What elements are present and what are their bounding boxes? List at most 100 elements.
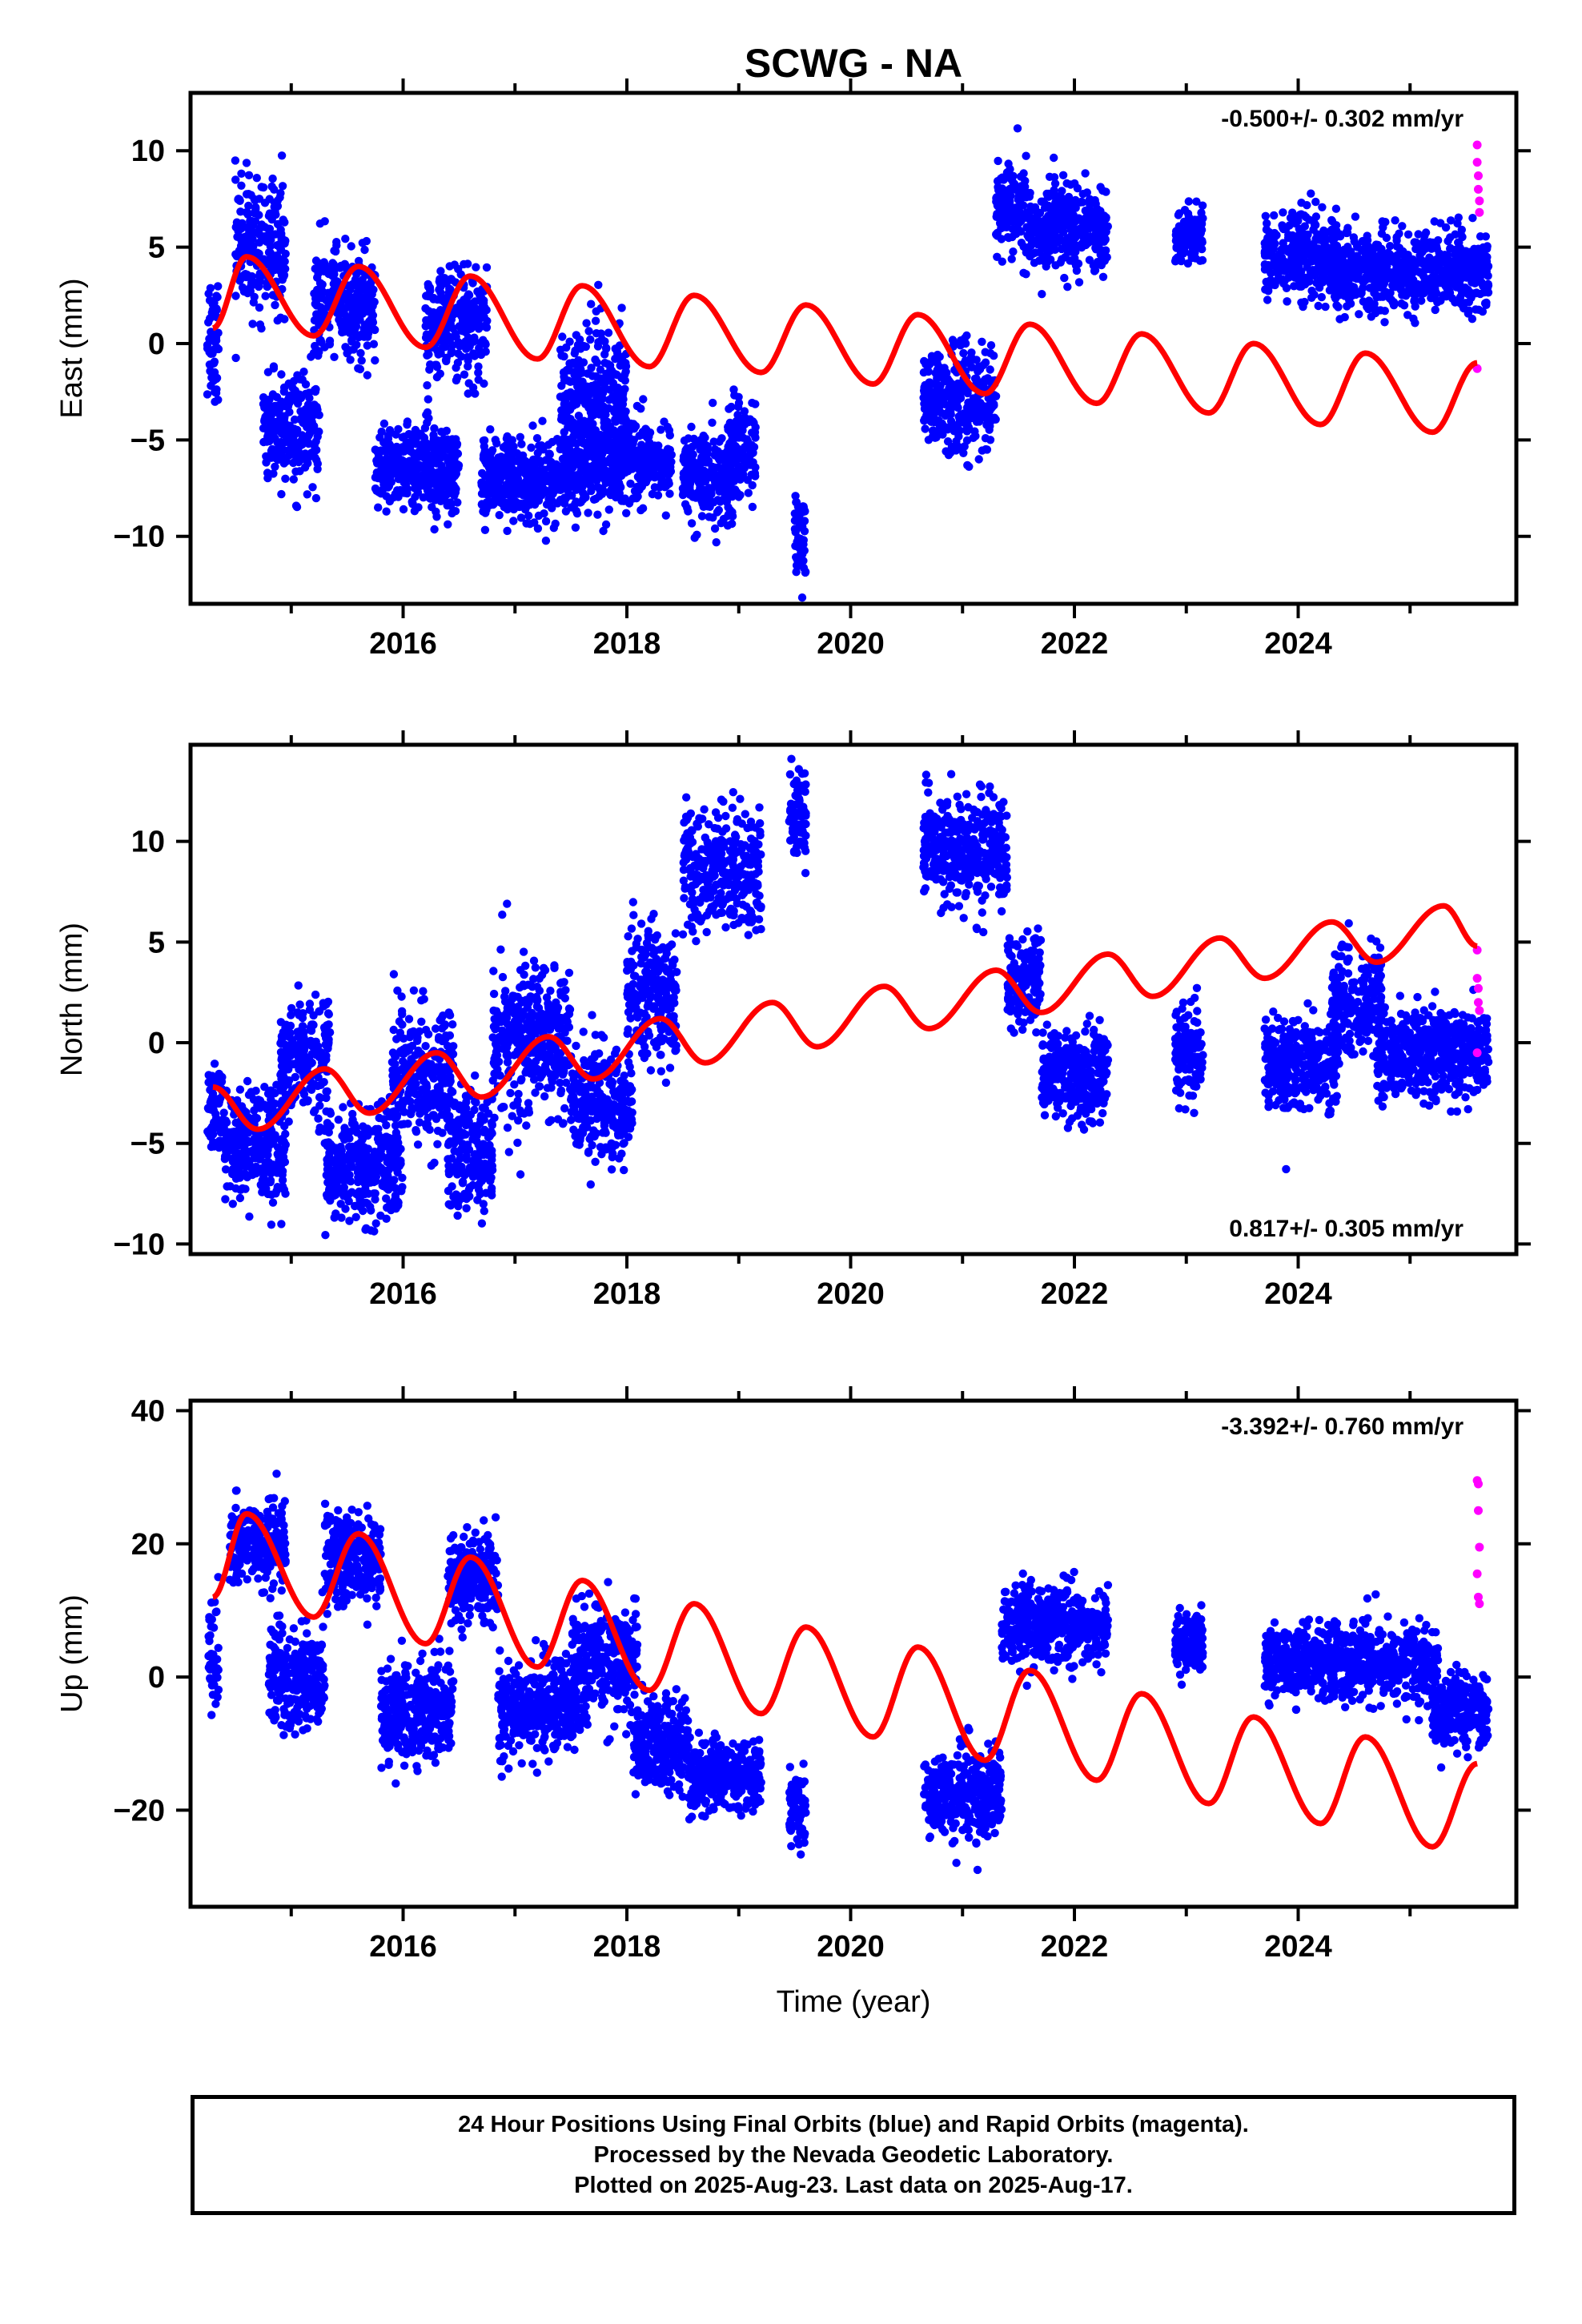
final-orbit-point	[1421, 228, 1431, 237]
final-orbit-point	[1380, 318, 1389, 327]
final-orbit-point	[360, 245, 369, 255]
final-orbit-point	[383, 434, 393, 444]
final-orbit-point	[281, 474, 290, 483]
final-orbit-point	[482, 498, 491, 507]
final-orbit-point	[536, 456, 544, 465]
final-orbit-point	[247, 216, 256, 226]
final-orbit-point	[1045, 172, 1054, 181]
final-orbit-point	[617, 431, 627, 440]
final-orbit-point	[1418, 243, 1427, 251]
final-orbit-point	[588, 381, 596, 391]
final-orbit-point	[273, 417, 282, 426]
final-orbit-point	[735, 448, 744, 457]
final-orbit-point	[1379, 262, 1388, 271]
final-orbit-point	[751, 423, 760, 432]
final-orbit-point	[791, 492, 800, 501]
final-orbit-point	[1431, 305, 1439, 315]
final-orbit-point	[963, 358, 973, 368]
final-orbit-point	[486, 425, 495, 434]
final-orbit-point	[605, 361, 615, 370]
final-orbit-point	[1006, 165, 1014, 174]
final-orbit-point	[453, 498, 462, 507]
final-orbit-point	[984, 420, 993, 430]
final-orbit-point	[793, 536, 803, 545]
final-orbit-point	[1430, 271, 1439, 280]
final-orbit-point	[734, 493, 743, 501]
final-orbit-point	[248, 235, 257, 243]
rapid-orbit-point	[1473, 184, 1483, 194]
final-orbit-point	[1290, 282, 1299, 291]
final-orbit-point	[639, 395, 648, 404]
final-orbit-point	[943, 437, 953, 446]
final-orbit-point	[320, 260, 329, 269]
final-orbit-point	[969, 394, 978, 403]
final-orbit-point	[266, 435, 275, 444]
final-orbit-point	[571, 375, 580, 384]
final-orbit-point	[693, 440, 702, 449]
final-orbit-point	[1026, 188, 1034, 198]
final-orbit-point	[732, 416, 741, 426]
final-orbit-point	[461, 310, 470, 319]
final-orbit-point	[313, 273, 322, 282]
final-orbit-point	[982, 444, 990, 454]
final-orbit-point	[330, 352, 339, 361]
final-orbit-point	[654, 441, 663, 450]
final-orbit-point	[447, 275, 456, 283]
final-orbit-point	[1086, 195, 1094, 203]
final-orbit-point	[371, 356, 379, 365]
final-orbit-point	[572, 509, 582, 518]
final-orbit-point	[394, 424, 403, 434]
final-orbit-point	[1351, 256, 1359, 266]
final-orbit-point	[1022, 151, 1030, 160]
final-orbit-point	[1335, 231, 1345, 241]
final-orbit-point	[231, 156, 240, 165]
final-orbit-point	[733, 431, 741, 440]
final-orbit-point	[527, 443, 536, 452]
final-orbit-point	[311, 493, 321, 503]
final-orbit-point	[249, 298, 258, 307]
final-orbit-point	[501, 441, 510, 450]
final-orbit-point	[471, 308, 480, 316]
final-orbit-point	[578, 482, 587, 492]
final-orbit-point	[745, 440, 753, 450]
final-orbit-point	[933, 350, 942, 360]
final-orbit-point	[1186, 223, 1195, 232]
final-orbit-point	[604, 396, 614, 404]
final-orbit-point	[425, 441, 434, 450]
final-orbit-point	[271, 251, 279, 260]
final-orbit-point	[967, 411, 976, 420]
final-orbit-point	[437, 296, 446, 304]
final-orbit-point	[484, 460, 492, 469]
final-orbit-point	[558, 332, 567, 341]
final-orbit-point	[520, 462, 529, 472]
final-orbit-point	[400, 447, 408, 456]
final-orbit-point	[1263, 233, 1272, 243]
final-orbit-point	[465, 342, 474, 351]
final-orbit-point	[1446, 233, 1455, 242]
final-orbit-point	[624, 499, 634, 508]
final-orbit-point	[460, 259, 468, 269]
final-orbit-point	[1074, 225, 1084, 235]
final-orbit-point	[954, 443, 964, 452]
final-orbit-point	[1436, 219, 1445, 227]
final-orbit-point	[1362, 248, 1371, 257]
final-orbit-point	[1065, 205, 1074, 214]
final-orbit-point	[1058, 171, 1068, 179]
final-orbit-point	[1445, 280, 1454, 289]
final-orbit-point	[520, 485, 530, 494]
final-orbit-point	[535, 441, 544, 450]
final-orbit-point	[399, 505, 408, 514]
final-orbit-point	[584, 509, 592, 517]
final-orbit-point	[423, 381, 432, 390]
final-orbit-point	[1318, 203, 1327, 211]
final-orbit-point	[480, 525, 490, 534]
final-orbit-point	[1439, 256, 1449, 266]
final-orbit-point	[446, 319, 455, 328]
final-orbit-point	[572, 398, 581, 408]
final-orbit-point	[454, 338, 463, 347]
final-orbit-point	[276, 189, 285, 198]
final-orbit-point	[430, 424, 439, 433]
final-orbit-point	[1385, 269, 1395, 278]
final-orbit-point	[1346, 300, 1355, 308]
final-orbit-point	[1066, 180, 1075, 189]
